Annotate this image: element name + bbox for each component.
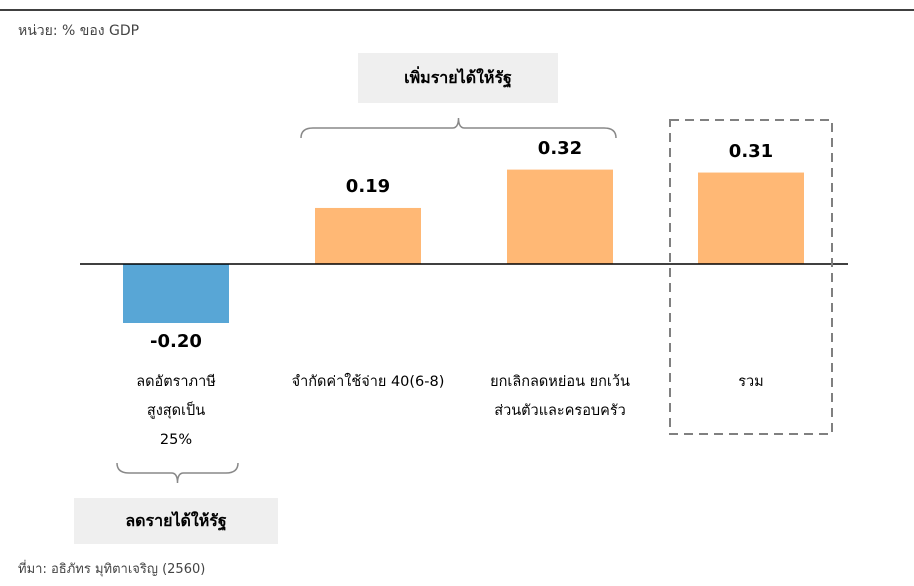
total-dashed-box bbox=[669, 119, 833, 435]
value-label-2: 0.19 bbox=[345, 175, 391, 197]
bar-4 bbox=[698, 172, 804, 264]
bars-group bbox=[123, 169, 804, 323]
value-label-4: 0.31 bbox=[728, 140, 774, 162]
value-label-3: 0.32 bbox=[537, 137, 583, 159]
decrease-brace bbox=[116, 462, 239, 484]
value-label-1: -0.20 bbox=[150, 331, 202, 352]
category-label-line: สูงสุดเป็น bbox=[146, 403, 206, 419]
category-label-4: รวม bbox=[738, 368, 764, 397]
category-label-1: ลดอัตราภาษีสูงสุดเป็น 25% bbox=[136, 368, 216, 455]
category-label-line: จำกัดค่าใช้จ่าย 40(6-8) bbox=[291, 374, 445, 390]
bar-2 bbox=[315, 207, 421, 264]
category-label-line: ลดอัตราภาษี bbox=[136, 374, 216, 390]
category-label-line: ยกเลิกลดหย่อน ยกเว้น bbox=[490, 374, 630, 390]
category-label-2: จำกัดค่าใช้จ่าย 40(6-8) bbox=[292, 368, 445, 397]
category-label-line: รวม bbox=[738, 374, 764, 390]
increase-brace bbox=[300, 117, 617, 139]
category-label-3: ยกเลิกลดหย่อน ยกเว้นส่วนตัวและครอบครัว bbox=[490, 368, 630, 426]
source-label: ที่มา: อธิภัทร มุทิตาเจริญ (2560) bbox=[18, 562, 206, 577]
bar-1 bbox=[123, 264, 229, 323]
increase-revenue-callout: เพิ่มรายได้ให้รัฐ bbox=[358, 53, 558, 103]
decrease-revenue-callout: ลดรายได้ให้รัฐ bbox=[74, 498, 278, 544]
category-label-line: ส่วนตัวและครอบครัว bbox=[494, 403, 626, 419]
category-label-line: 25% bbox=[159, 432, 193, 448]
unit-label: หน่วย: % ของ GDP bbox=[18, 23, 140, 39]
bar-3 bbox=[507, 169, 613, 264]
